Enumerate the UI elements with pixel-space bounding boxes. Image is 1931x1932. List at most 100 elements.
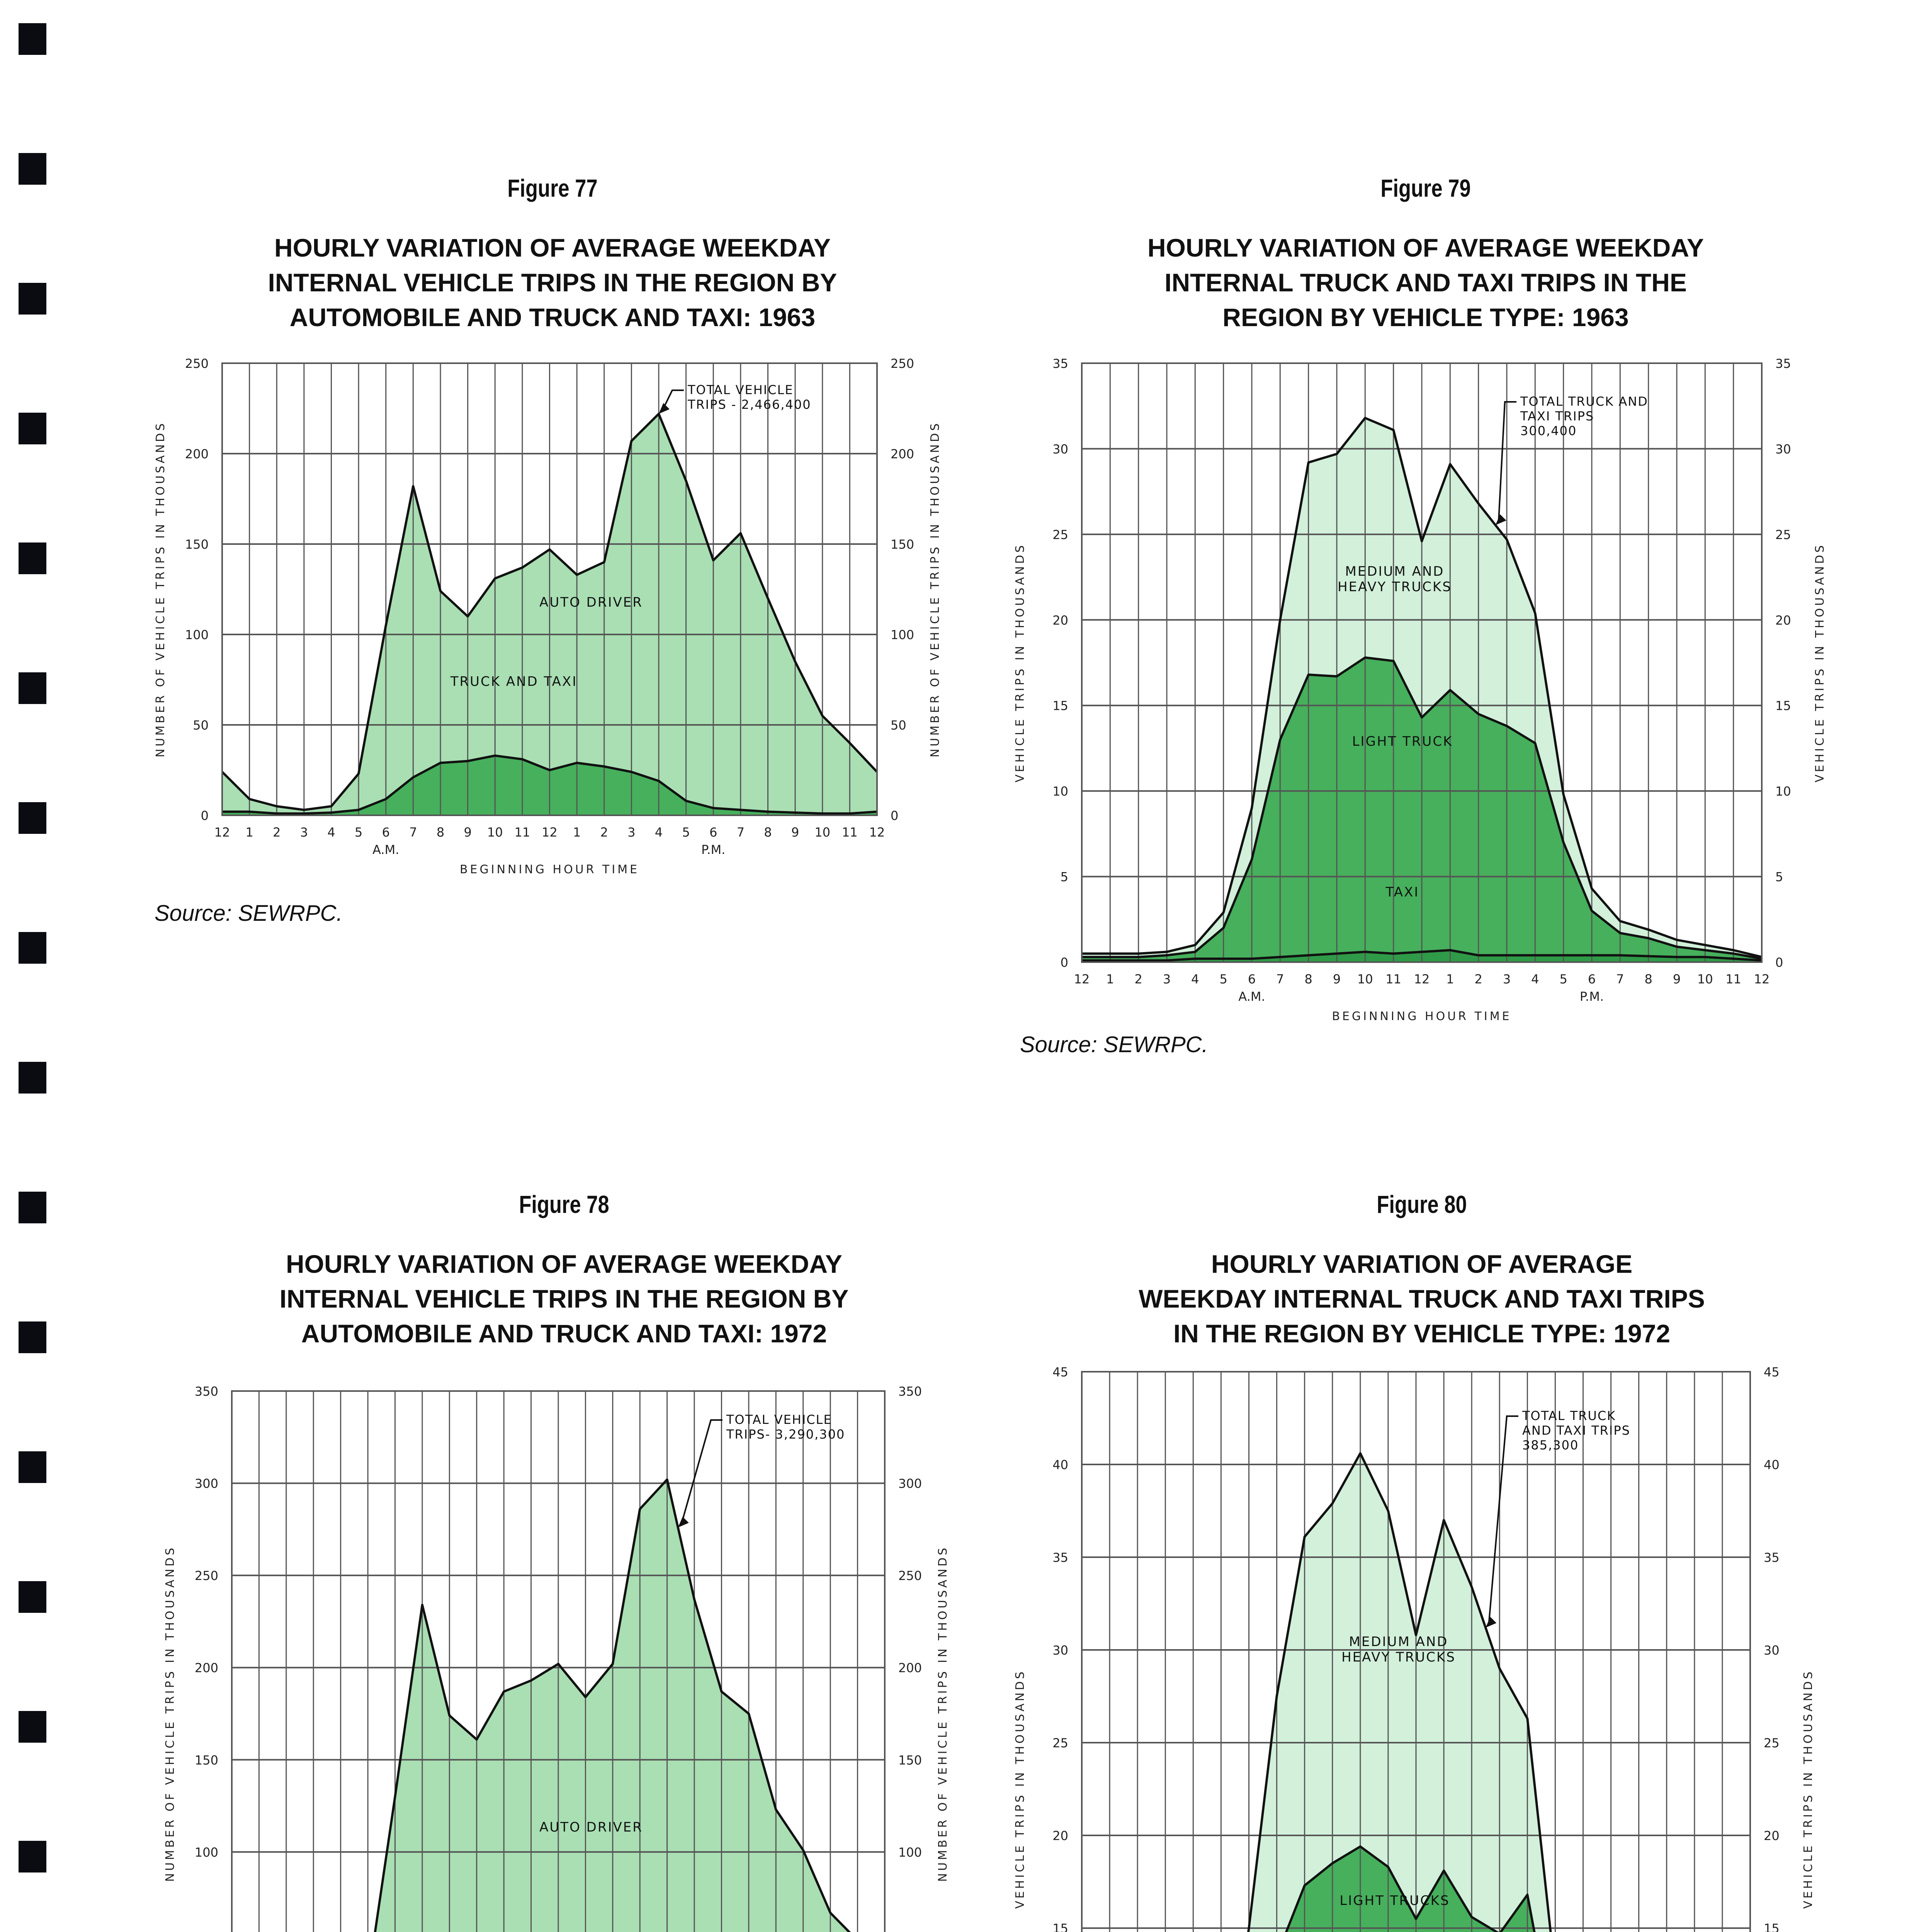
y-tick-label-left: 150 bbox=[185, 537, 209, 552]
data-point bbox=[1137, 959, 1139, 961]
data-point bbox=[1307, 954, 1309, 956]
data-point bbox=[1477, 954, 1479, 956]
y-tick-label-left: 100 bbox=[195, 1845, 218, 1860]
data-point bbox=[421, 1604, 423, 1606]
data-point bbox=[1704, 956, 1706, 958]
data-point bbox=[1449, 463, 1451, 465]
y-tick-label-right: 250 bbox=[891, 356, 914, 371]
chart-figure-80: 0055101015152020252530303535404045451212… bbox=[1013, 1365, 1815, 1932]
x-tick-label: 11 bbox=[1385, 972, 1401, 986]
figure-title: HOURLY VARIATION OF AVERAGE WEEKDAY INTE… bbox=[1078, 230, 1773, 335]
x-tick-label: 12 bbox=[542, 825, 558, 840]
data-point bbox=[1279, 619, 1281, 621]
y-tick-label-left: 250 bbox=[185, 356, 209, 371]
data-point bbox=[1704, 944, 1706, 946]
y-tick-label-left: 100 bbox=[185, 628, 209, 642]
x-tick-label: 2 bbox=[1134, 972, 1142, 986]
data-point bbox=[476, 1738, 478, 1740]
x-tick-label: 1 bbox=[1446, 972, 1454, 986]
area-light-trucks bbox=[1286, 1846, 1535, 1932]
x-tick-label: 12 bbox=[1414, 972, 1430, 986]
data-point bbox=[530, 1680, 532, 1682]
data-point bbox=[248, 811, 250, 813]
y-tick-label-right: 200 bbox=[898, 1661, 922, 1675]
data-point bbox=[1307, 461, 1309, 463]
data-point bbox=[1251, 958, 1253, 960]
area-label-top: AUTO DRIVER bbox=[539, 595, 643, 610]
leader-line bbox=[1498, 401, 1516, 523]
x-tick-label: 7 bbox=[1276, 972, 1284, 986]
data-point bbox=[1336, 453, 1338, 455]
source-note: Source: SEWRPC. bbox=[155, 901, 343, 926]
data-point bbox=[494, 577, 496, 579]
data-point bbox=[1364, 656, 1366, 658]
data-point bbox=[1421, 716, 1423, 718]
data-point bbox=[1421, 951, 1423, 953]
x-tick-label: 5 bbox=[1559, 972, 1567, 986]
data-point bbox=[603, 765, 605, 767]
y-tick-label-left: 30 bbox=[1052, 442, 1068, 456]
data-point bbox=[1415, 1918, 1417, 1920]
annotation-text: AND TAXI TRIPS bbox=[1522, 1423, 1630, 1438]
y-tick-label-right: 30 bbox=[1764, 1643, 1780, 1658]
data-point bbox=[1331, 1502, 1333, 1504]
data-point bbox=[1647, 929, 1649, 930]
data-point bbox=[1392, 660, 1394, 662]
y-tick-label-left: 15 bbox=[1052, 1921, 1068, 1932]
data-point bbox=[1251, 807, 1253, 809]
data-point bbox=[794, 661, 796, 663]
data-point bbox=[385, 624, 387, 626]
plot-frame bbox=[1081, 362, 1763, 963]
data-point bbox=[1336, 675, 1338, 677]
title-line: AUTOMOBILE AND TRUCK AND TAXI: 1963 bbox=[289, 303, 816, 332]
data-point bbox=[330, 811, 332, 813]
data-point bbox=[440, 762, 441, 764]
y-tick-label-right: 350 bbox=[898, 1384, 922, 1399]
y-tick-label-right: 20 bbox=[1764, 1828, 1780, 1843]
y-tick-label-right: 25 bbox=[1764, 1736, 1780, 1750]
x-tick-label: 7 bbox=[737, 825, 745, 840]
y-tick-label-right: 5 bbox=[1775, 870, 1783, 884]
data-point bbox=[1109, 959, 1111, 961]
data-point bbox=[1421, 540, 1423, 542]
x-tick-label: 9 bbox=[1673, 972, 1681, 986]
y-tick-label-right: 40 bbox=[1764, 1458, 1780, 1472]
y-tick-label-right: 0 bbox=[891, 808, 898, 823]
area-label-middle: LIGHT TRUCKS bbox=[1339, 1893, 1450, 1908]
leader-line bbox=[680, 1419, 722, 1526]
y-axis-title-right: VEHICLE TRIPS IN THOUSANDS bbox=[1802, 1669, 1815, 1909]
figure-title: HOURLY VARIATION OF AVERAGE WEEKDAY INTE… bbox=[216, 230, 889, 335]
annotation-text: TRIPS - 2,466,400 bbox=[687, 397, 811, 412]
data-point bbox=[1222, 958, 1224, 960]
x-tick-label: 9 bbox=[791, 825, 799, 840]
data-point bbox=[1387, 1866, 1389, 1868]
data-point bbox=[1449, 689, 1451, 691]
x-tick-label: 6 bbox=[382, 825, 390, 840]
area-label-middle: LIGHT TRUCK bbox=[1352, 734, 1453, 749]
title-line: IN THE REGION BY VEHICLE TYPE: 1972 bbox=[1173, 1319, 1671, 1348]
data-point bbox=[612, 1663, 614, 1665]
y-tick-label-right: 50 bbox=[891, 718, 906, 733]
y-axis-title-right: VEHICLE TRIPS IN THOUSANDS bbox=[1813, 543, 1827, 782]
am-label: A.M. bbox=[372, 842, 399, 857]
annotation-text: TOTAL TRUCK bbox=[1522, 1408, 1616, 1423]
binder-mark bbox=[19, 283, 46, 315]
data-point bbox=[1562, 794, 1564, 795]
area-total-truck-and-taxi-trips bbox=[1248, 1453, 1551, 1932]
data-point bbox=[440, 590, 441, 592]
data-point bbox=[1166, 954, 1168, 956]
pm-label: P.M. bbox=[701, 842, 725, 857]
annotation-text: 385,300 bbox=[1522, 1438, 1579, 1452]
data-point bbox=[1392, 429, 1394, 431]
data-point bbox=[685, 480, 687, 482]
data-point bbox=[394, 1796, 396, 1798]
y-tick-label-left: 5 bbox=[1061, 870, 1068, 884]
y-tick-label-right: 20 bbox=[1775, 613, 1791, 628]
data-point bbox=[1415, 1634, 1417, 1636]
data-point bbox=[412, 485, 414, 487]
x-tick-label: 5 bbox=[1219, 972, 1227, 986]
data-point bbox=[1534, 742, 1536, 744]
data-point bbox=[685, 800, 687, 802]
x-tick-label: 2 bbox=[1474, 972, 1482, 986]
grid bbox=[1081, 362, 1763, 963]
